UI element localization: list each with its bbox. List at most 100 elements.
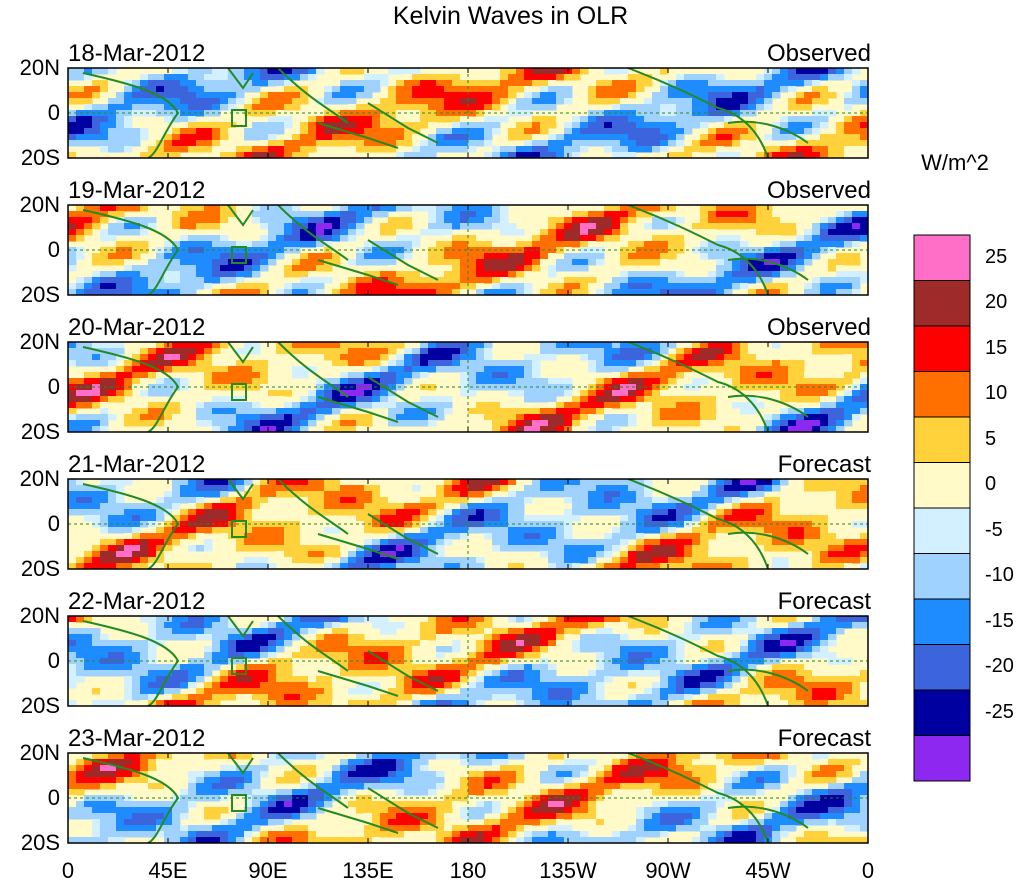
olr-map-panel	[68, 342, 868, 432]
lon-label: 45E	[148, 858, 188, 883]
olr-map-panel	[68, 616, 868, 706]
coastline-south-america	[727, 668, 809, 692]
colorbar-swatch	[913, 416, 971, 463]
lon-label: 0	[861, 858, 875, 883]
coastline-americas	[627, 205, 769, 295]
panel-date: 22-Mar-2012	[68, 588, 206, 615]
coastline-maritime-continent	[277, 205, 439, 286]
colorbar-units: W/m^2	[921, 150, 989, 175]
region-box	[231, 383, 247, 401]
coastline-maritime-continent	[277, 616, 439, 697]
colorbar-swatch	[913, 644, 971, 691]
region-box	[231, 109, 247, 127]
coastline-africa	[82, 757, 180, 843]
panel-date: 20-Mar-2012	[68, 314, 206, 341]
lat-label: 20N	[19, 329, 60, 354]
lon-label: 0	[61, 858, 75, 883]
region-box	[231, 794, 247, 812]
coastline-south-america	[727, 805, 809, 829]
colorbar-label: 5	[985, 427, 997, 450]
colorbar-swatch	[913, 735, 971, 782]
lat-label: 20N	[19, 740, 60, 765]
colorbar-label: -20	[985, 655, 1014, 677]
colorbar-label: -10	[985, 564, 1014, 586]
colorbar-label: -25	[985, 700, 1014, 723]
lat-label: 0	[47, 100, 60, 125]
lat-label: 20S	[20, 419, 60, 444]
colorbar-swatch	[913, 553, 971, 600]
coastline-india	[227, 342, 254, 364]
region-box	[231, 246, 247, 264]
lat-label: 0	[47, 648, 60, 673]
panel-status: Observed	[766, 40, 871, 67]
lat-label: 0	[47, 374, 60, 399]
colorbar-label: 15	[985, 336, 1008, 359]
coastline-africa	[82, 209, 180, 295]
colorbar-swatch	[913, 689, 971, 736]
lon-label: 180	[449, 858, 487, 883]
coastline-maritime-continent	[277, 342, 439, 423]
coastline-africa	[82, 483, 180, 569]
panel-status: Forecast	[777, 588, 871, 615]
colorbar-label: 20	[985, 291, 1008, 313]
colorbar-swatch	[913, 234, 971, 281]
panel-date: 23-Mar-2012	[68, 725, 206, 752]
panel-status: Forecast	[777, 451, 871, 478]
lat-label: 20N	[19, 603, 60, 628]
colorbar-swatch	[913, 598, 971, 645]
colorbar-label: 25	[985, 245, 1008, 268]
lat-label: 0	[47, 511, 60, 536]
panel-status: Forecast	[777, 725, 871, 752]
colorbar-label: -15	[985, 609, 1014, 632]
coastline-south-america	[727, 394, 809, 418]
coastline-americas	[627, 753, 769, 843]
lon-label: 90E	[248, 858, 288, 883]
coastline-americas	[627, 68, 769, 158]
coastline-maritime-continent	[277, 68, 439, 149]
lon-label: 135W	[539, 858, 597, 883]
coastline-india	[227, 479, 254, 501]
colorbar-label: -5	[985, 518, 1003, 541]
lat-label: 20N	[19, 192, 60, 217]
lon-label: 90W	[645, 858, 691, 883]
colorbar-swatch	[913, 507, 971, 554]
lat-label: 0	[47, 785, 60, 810]
coastline-south-america	[727, 120, 809, 144]
coastline-south-america	[727, 531, 809, 555]
colorbar-swatch	[913, 280, 971, 327]
lon-label: 45W	[745, 858, 791, 883]
coastline-maritime-continent	[277, 753, 439, 834]
coastline-india	[227, 68, 254, 90]
lon-label: 135E	[342, 858, 394, 883]
olr-map-panel	[68, 753, 868, 843]
lat-label: 20S	[20, 556, 60, 581]
coastline-maritime-continent	[277, 479, 439, 560]
lat-label: 20S	[20, 282, 60, 307]
lat-label: 0	[47, 237, 60, 262]
coastline-americas	[627, 342, 769, 432]
figure-title: Kelvin Waves in OLR	[392, 2, 629, 30]
colorbar-swatch	[913, 371, 971, 418]
panel-date: 21-Mar-2012	[68, 451, 206, 478]
lat-label: 20N	[19, 55, 60, 80]
lat-label: 20S	[20, 830, 60, 855]
panel-status: Observed	[766, 177, 871, 204]
olr-map-panel	[68, 205, 868, 295]
colorbar-label: 0	[985, 473, 997, 495]
coastline-africa	[82, 620, 180, 706]
panel-date: 18-Mar-2012	[68, 40, 206, 67]
olr-map-panel	[68, 68, 868, 158]
coastline-africa	[82, 72, 180, 158]
coastline-india	[227, 753, 254, 775]
coastline-americas	[627, 479, 769, 569]
coastline-africa	[82, 346, 180, 432]
lat-label: 20S	[20, 693, 60, 718]
panel-status: Observed	[766, 314, 871, 341]
coastline-india	[227, 616, 254, 638]
coastline-india	[227, 205, 254, 227]
region-box	[231, 657, 247, 675]
colorbar-label: 10	[985, 382, 1008, 404]
coastline-americas	[627, 616, 769, 706]
colorbar-swatch	[913, 325, 971, 372]
